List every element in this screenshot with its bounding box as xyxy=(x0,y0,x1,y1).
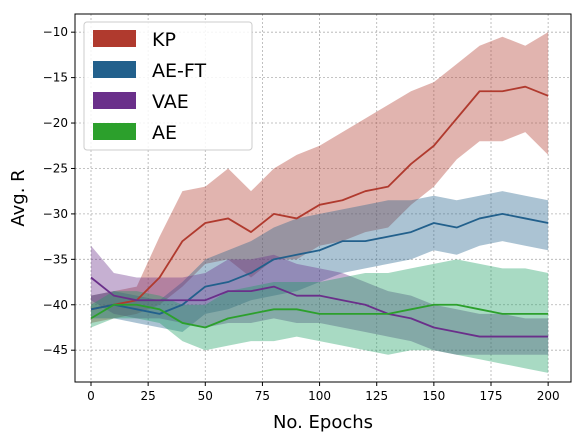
y-tick-label: −20 xyxy=(43,116,68,130)
grid xyxy=(75,14,571,382)
legend-swatch-ae-ft xyxy=(93,61,136,78)
x-tick-label: 25 xyxy=(141,389,156,403)
x-tick-label: 100 xyxy=(308,389,331,403)
y-tick-label: −25 xyxy=(43,161,68,175)
legend-label-vae: VAE xyxy=(152,91,189,113)
legend-swatch-kp xyxy=(93,30,136,47)
plot-frame xyxy=(74,13,572,383)
y-tick-label: −45 xyxy=(43,343,68,357)
legend-swatch-ae xyxy=(93,123,136,140)
x-tick-label: 50 xyxy=(198,389,213,403)
kp-band xyxy=(91,32,549,323)
x-tick-label: 200 xyxy=(537,389,560,403)
y-tick-label: −40 xyxy=(43,298,68,312)
x-tick-label: 75 xyxy=(255,389,270,403)
ae-ft-line xyxy=(90,213,549,315)
ae-line xyxy=(90,303,549,329)
kp-line xyxy=(90,85,549,311)
y-tick-label: −10 xyxy=(43,25,68,39)
ae-ft-band xyxy=(91,191,549,333)
y-axis-title: Avg. R xyxy=(8,169,29,226)
legend-label-ae: AE xyxy=(152,122,177,144)
x-tick-label: 175 xyxy=(480,389,503,403)
x-tick-label: 125 xyxy=(365,389,388,403)
series-lines xyxy=(90,85,549,338)
vae-line xyxy=(90,276,549,338)
ae-band xyxy=(91,259,549,373)
x-tick-label: 0 xyxy=(87,389,95,403)
axis-ticks: 0 25 50 75 100 125 150 175 200 −45 −40 −35 −30 −25 −20… xyxy=(43,25,560,403)
x-tick-label: 150 xyxy=(422,389,445,403)
y-tick-label: −35 xyxy=(43,252,68,266)
legend: KP AE-FT VAE AE xyxy=(83,21,253,151)
confidence-bands xyxy=(91,32,549,373)
y-tick-label: −15 xyxy=(43,71,68,85)
y-tick-label: −30 xyxy=(43,207,68,221)
legend-box xyxy=(83,21,253,151)
legend-swatch-vae xyxy=(93,92,136,109)
legend-label-ae-ft: AE-FT xyxy=(152,60,206,82)
legend-label-kp: KP xyxy=(152,29,176,51)
x-axis-title: No. Epochs xyxy=(273,412,373,433)
